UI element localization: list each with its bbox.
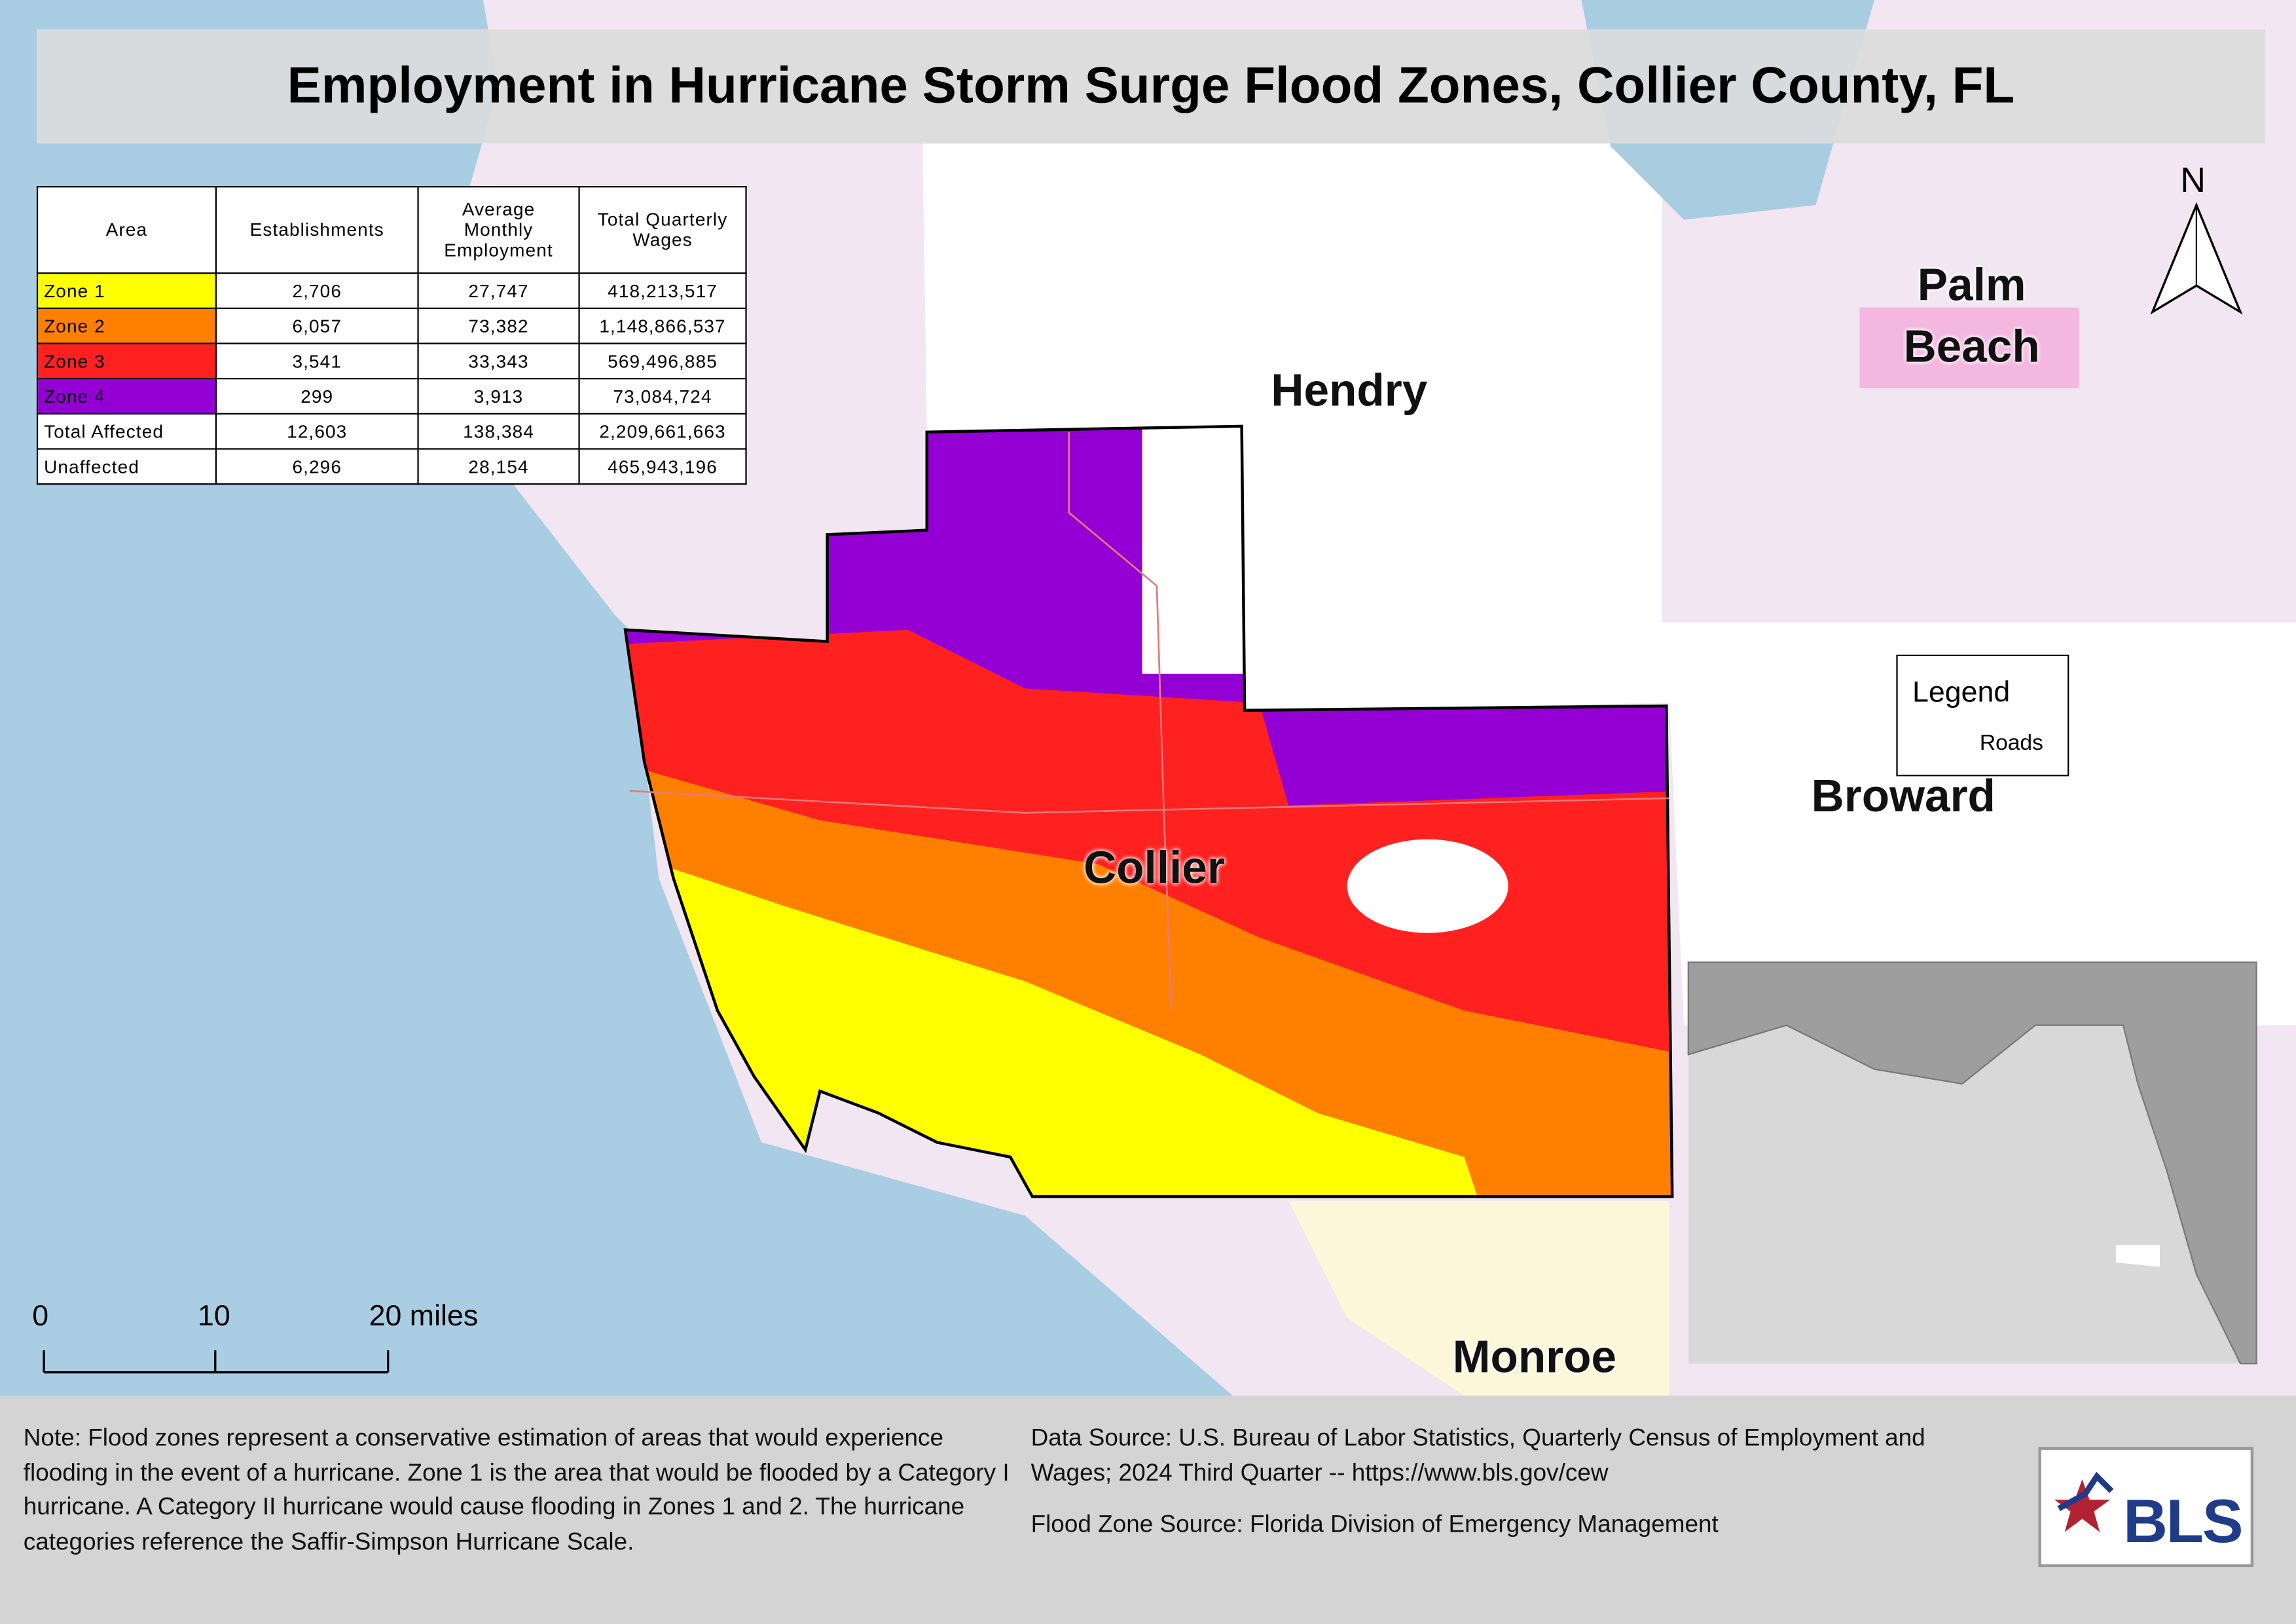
legend-title: Legend: [1912, 676, 2011, 709]
table-cell: 465,943,196: [578, 448, 747, 485]
column-header: Total Quarterly Wages: [578, 186, 747, 274]
logo-star: [2054, 1479, 2110, 1532]
table-cell: 3,913: [417, 378, 580, 415]
inset-map: [1687, 961, 2257, 1365]
table-cell: 73,382: [417, 307, 580, 344]
table-cell: Zone 4: [36, 378, 217, 415]
table-cell: 1,148,866,537: [578, 307, 747, 344]
table-cell: 418,213,517: [578, 272, 747, 309]
table-row: Zone 1 2,706 27,747 418,213,517: [36, 272, 747, 309]
bls-logo: BLS: [2038, 1447, 2254, 1568]
table-cell: Zone 1: [36, 272, 217, 309]
table-row: Unaffected 6,296 28,154 465,943,196: [36, 448, 747, 485]
road: [629, 790, 1669, 814]
column-header: Establishments: [215, 186, 419, 274]
flood-zone-source: Flood Zone Source: Florida Division of E…: [1030, 1511, 1719, 1538]
unflooded-area: [1347, 839, 1508, 933]
county-label: Broward: [1811, 770, 1995, 822]
column-header: Area: [36, 186, 217, 274]
logo-line: [2057, 1471, 2114, 1511]
inset-collier: [2115, 1245, 2160, 1267]
county-label: Collier: [1084, 842, 1225, 894]
county-label: Monroe: [1452, 1331, 1617, 1383]
table-cell: Zone 2: [36, 307, 217, 344]
unflooded-area: [1142, 426, 1260, 674]
table-cell: Total Affected: [36, 413, 217, 450]
logo-text: BLS: [2123, 1486, 2243, 1556]
monroe-land: [1288, 1201, 1669, 1396]
road: [1068, 432, 1173, 1011]
scale-label: 10: [197, 1301, 230, 1333]
table-header: Area Establishments Average Monthly Employ…: [36, 186, 747, 274]
title: Employment in Hurricane Storm Surge Floo…: [36, 29, 2266, 144]
urban-area: [1859, 307, 2079, 388]
table-cell: 2,706: [215, 272, 419, 309]
table-cell: 569,496,885: [578, 342, 747, 380]
table-cell: 73,084,724: [578, 378, 747, 415]
logo-graphic: [2054, 1471, 2114, 1532]
legend-item: Roads: [1979, 731, 2043, 756]
note: Note: Flood zones represent a conservati…: [23, 1425, 1010, 1555]
county-label-line: Palm: [1917, 259, 2026, 311]
collier-boundary: [623, 424, 1674, 1198]
scale-bar: [43, 1350, 390, 1374]
legend: Legend Roads: [1896, 654, 2069, 777]
county-label: Hendry: [1271, 364, 1428, 416]
table-cell: 3,541: [215, 342, 419, 380]
table-row: Zone 4 299 3,913 73,084,724: [36, 378, 747, 415]
table-cell: Unaffected: [36, 448, 217, 485]
county-label-line: Beach: [1903, 320, 2040, 373]
employment-table: Area Establishments Average Monthly Employ…: [36, 186, 747, 485]
table-body: Zone 1 2,706 27,747 418,213,517 Zone 2 6,057 7…: [36, 272, 747, 485]
scale-label: 0: [32, 1301, 49, 1333]
inland-counties: [922, 143, 2296, 1025]
inset-land: [1687, 961, 2257, 1365]
column-header: Average Monthly Employment: [417, 186, 580, 274]
data-source: Data Source: U.S. Bureau of Labor Statis…: [1030, 1425, 1925, 1486]
table-row: Total Affected 12,603 138,384 2,209,661,663: [36, 413, 747, 450]
table-cell: 33,343: [417, 342, 580, 380]
table-cell: 2,209,661,663: [578, 413, 747, 450]
county-label: Palm Beach: [1904, 255, 2040, 378]
table-cell: 6,296: [215, 448, 419, 485]
table-cell: 6,057: [215, 307, 419, 344]
footer: Note: Flood zones represent a conservati…: [0, 1395, 2296, 1624]
table-cell: 28,154: [417, 448, 580, 485]
table-row: Zone 3 3,541 33,343 569,496,885: [36, 342, 747, 380]
scale-label: 20 miles: [369, 1301, 479, 1333]
table-cell: Zone 3: [36, 342, 217, 380]
north-label: N: [2180, 161, 2206, 201]
table-cell: 12,603: [215, 413, 419, 450]
flood-zones: [625, 426, 1673, 1197]
table-row: Zone 2 6,057 73,382 1,148,866,537: [36, 307, 747, 344]
table-cell: 27,747: [417, 272, 580, 309]
table-cell: 299: [215, 378, 419, 415]
table-cell: 138,384: [417, 413, 580, 450]
